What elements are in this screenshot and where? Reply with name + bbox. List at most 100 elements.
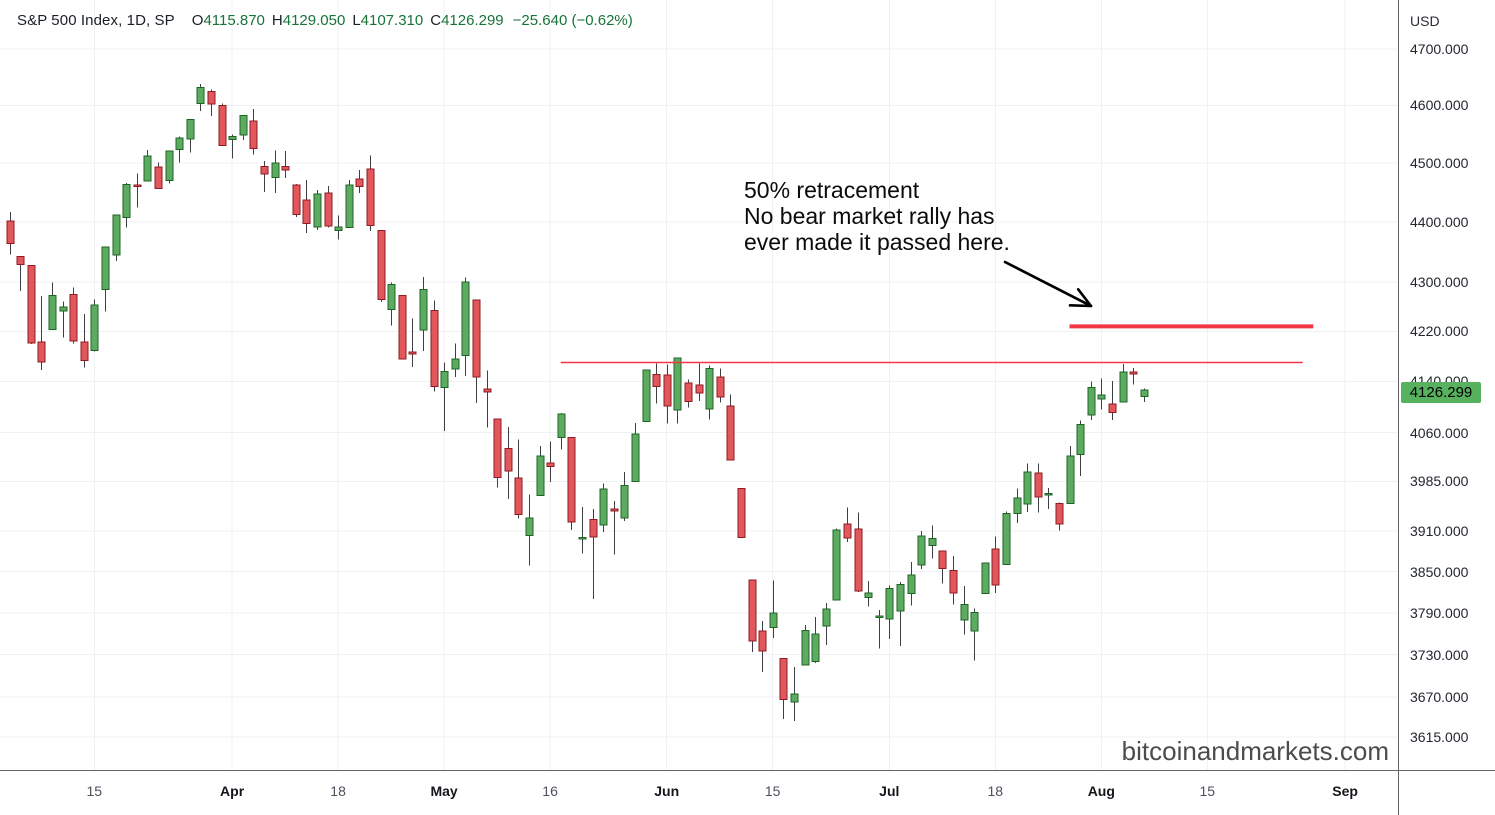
candle-body [408,351,417,355]
candle-body [525,517,534,536]
candle-body [313,193,322,228]
price-tick-label: 3790.000 [1410,604,1469,621]
candle-body [896,583,905,612]
candle-body [292,184,301,215]
time-tick-label: 18 [987,783,1004,799]
candle-body [1066,455,1075,505]
price-tick-label: 4700.000 [1410,41,1469,57]
candle-body [345,184,354,228]
candle-body [6,220,15,245]
candle-body [557,413,566,439]
candle-body [652,373,661,387]
candle-body [143,155,152,182]
price-tick-label: 4300.000 [1410,274,1469,291]
candle-body [695,384,704,394]
price-tick-label: 4220.000 [1410,323,1469,340]
candle-body [48,295,57,330]
candle-body [960,604,969,621]
candle-body [1055,503,1064,525]
candle-body [928,537,937,547]
candle-body [832,529,841,601]
candle-body [302,199,311,224]
annotation-line-2: No bear market rally has [744,203,995,229]
change-value: −25.640 (−0.62%) [512,12,633,29]
candle-body [260,165,269,175]
candle-body [1129,371,1138,375]
close-value: 4126.299 [441,12,504,29]
candle-body [854,528,863,592]
candle-body [186,118,195,140]
candle-body [493,418,502,478]
candle-body [451,358,460,370]
price-tick-label: 3670.000 [1410,689,1469,706]
candle-body [483,388,492,393]
candle-body [154,166,163,190]
annotation-line-3: ever made it passed here. [744,229,1010,255]
time-axis[interactable]: 15 Apr 18 May 16 Jun 15 Jul 18 Aug 15 Sep [0,770,1495,815]
candle-body [430,309,439,388]
candle-body [281,165,290,171]
candle-body [398,294,407,360]
candle-body [1087,387,1096,416]
candle-body [726,405,735,461]
currency-label: USD [1410,13,1440,29]
candle-body [366,168,375,227]
price-tick-label: 4600.000 [1410,97,1469,114]
candle-body [387,283,396,310]
candle-body [907,574,916,595]
candle-body [239,114,248,136]
open-label: O [191,12,204,29]
candle-body [1076,424,1085,456]
candle-body [790,693,799,703]
candle-body [631,433,640,483]
time-tick-label: Jul [879,783,900,799]
candle-body [90,304,99,352]
candle-body [461,281,470,356]
candle-body [843,523,852,539]
price-tick-label: 4400.000 [1410,213,1469,230]
candle-body [101,246,110,290]
candle-body [122,184,131,218]
candle-body [355,178,364,188]
candle-body [334,226,343,231]
symbol-legend[interactable]: S&P 500 Index, 1D, SP O4115.870 H4129.050 L… [17,12,633,30]
candle-body [716,376,725,398]
price-tick-label: 3615.000 [1410,728,1469,745]
candle-body [705,367,714,410]
candle-body [27,265,36,344]
annotation-arrow[interactable] [1003,260,1093,308]
candle-body [218,105,227,146]
annotation-text[interactable]: 50% retracement No bear market rally has… [744,177,1010,255]
candle-body [684,382,693,402]
candle-body [271,162,280,179]
candle-body [938,550,947,570]
candle-body [949,569,958,594]
candle-body [59,306,68,312]
candle-body [514,477,523,515]
candle-body [69,294,78,342]
time-tick-label: 18 [330,783,346,799]
site-watermark: bitcoinandmarkets.com [1121,736,1389,766]
candle-body [578,536,587,540]
candle-body [599,488,608,526]
candle-body [324,192,333,227]
candle-body [1023,471,1032,505]
candle-body [536,455,545,496]
time-tick-label: Aug [1087,783,1115,799]
candle-body [1044,492,1053,496]
candle-body [822,608,831,627]
candle-body [589,518,598,538]
candle-body [1097,394,1106,400]
candle-body [917,535,926,566]
price-axis[interactable]: USD 4126.299 4700.000 4600.000 4500.000 440… [1398,0,1495,815]
candle-body [419,289,428,331]
candle-body [1002,512,1011,565]
candle-body [1140,389,1149,398]
price-tick-label: 4060.000 [1410,424,1469,441]
candle-body [1013,497,1022,515]
candle-body [377,229,386,300]
low-label: L [352,12,361,29]
candle-body [801,629,810,666]
